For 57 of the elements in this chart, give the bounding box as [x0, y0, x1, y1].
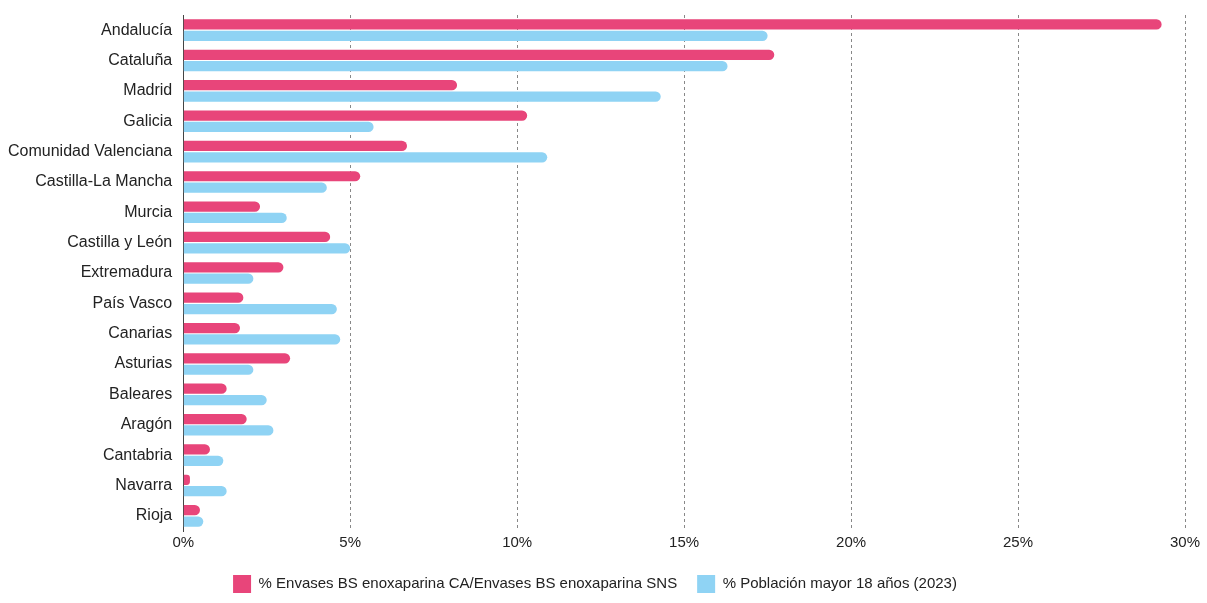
- x-tick-label: 10%: [502, 533, 533, 551]
- bar: [183, 486, 227, 497]
- bar: [183, 80, 458, 91]
- bar: [183, 152, 548, 163]
- bar: [183, 19, 1162, 30]
- x-tick-label: 0%: [172, 533, 195, 551]
- y-tick-label: Andalucía: [101, 20, 173, 38]
- bar: [183, 273, 254, 284]
- y-tick-label: Canarias: [108, 324, 173, 342]
- bar: [183, 171, 361, 182]
- bar: [183, 425, 274, 436]
- bar: [183, 140, 407, 152]
- bar: [183, 303, 337, 315]
- bar: [183, 292, 244, 303]
- x-tick-label: 20%: [836, 533, 867, 551]
- bar: [183, 243, 351, 254]
- bar: [183, 364, 254, 375]
- bar: [183, 49, 775, 60]
- bar: [183, 212, 287, 224]
- bar: [183, 413, 247, 425]
- x-tick-label: 25%: [1003, 533, 1034, 551]
- bar: [183, 353, 291, 364]
- bar: [183, 455, 224, 466]
- y-tick-label: Castilla y León: [67, 233, 173, 251]
- bar: [183, 394, 267, 406]
- legend-label: % Población mayor 18 años (2023): [722, 574, 957, 592]
- bar: [183, 334, 341, 345]
- y-tick-label: Murcia: [124, 202, 173, 220]
- bar: [183, 444, 210, 455]
- bar: [183, 110, 528, 121]
- x-tick-label: 5%: [339, 533, 362, 551]
- y-tick-label: Asturias: [114, 354, 173, 372]
- y-tick-label: País Vasco: [92, 293, 173, 311]
- y-tick-label: Aragón: [120, 415, 173, 433]
- y-tick-label: Galicia: [123, 111, 173, 129]
- bar: [183, 182, 327, 193]
- legend-label: % Envases BS enoxaparina CA/Envases BS enoxaparina SNS: [258, 574, 678, 592]
- y-tick-label: Castilla-La Mancha: [35, 172, 173, 190]
- x-tick-label: 15%: [669, 533, 700, 551]
- y-tick-label: Madrid: [123, 81, 173, 99]
- bar: [183, 121, 374, 133]
- x-tick-label: 30%: [1169, 533, 1201, 551]
- y-tick-label: Cataluña: [108, 50, 173, 68]
- y-tick-label: Rioja: [135, 506, 173, 524]
- bar: [183, 201, 261, 212]
- bar: [183, 91, 661, 102]
- y-tick-label: Navarra: [115, 475, 173, 493]
- bar: [183, 61, 728, 72]
- bar: [183, 383, 227, 394]
- y-tick-label: Comunidad Valenciana: [7, 141, 173, 159]
- y-tick-label: Cantabria: [102, 445, 173, 463]
- y-tick-label: Baleares: [109, 384, 173, 402]
- bar: [183, 231, 331, 243]
- bar: [183, 322, 241, 334]
- bar: [183, 262, 284, 273]
- bar: [183, 30, 768, 41]
- y-tick-label: Extremadura: [80, 263, 173, 281]
